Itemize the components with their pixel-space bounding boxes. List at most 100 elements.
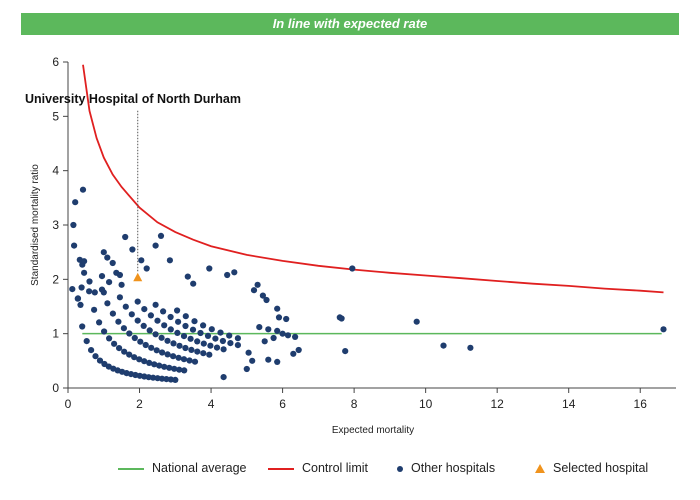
y-axis-label: Standardised mortality ratio [30, 164, 41, 286]
hospital-point [194, 348, 201, 355]
hospital-point [206, 265, 213, 272]
hospital-point [164, 337, 171, 344]
legend-label: Control limit [302, 461, 368, 475]
hospital-point [86, 278, 93, 285]
y-tick-label: 2 [52, 272, 59, 286]
control-limit-path [82, 64, 664, 294]
hospital-point [147, 312, 154, 319]
hospital-point [191, 318, 198, 325]
status-banner: In line with expected rate [21, 13, 679, 35]
hospital-point [172, 376, 179, 383]
hospital-point [182, 322, 189, 330]
y-tick-label: 1 [52, 327, 59, 341]
hospital-point [109, 259, 116, 267]
hospital-point [279, 330, 286, 337]
legend-item-control-limit: Control limit [268, 458, 368, 478]
legend-label: National average [152, 461, 247, 475]
hospital-point [440, 342, 447, 349]
legend-triangle-symbol [535, 464, 545, 474]
y-tick-label: 0 [52, 381, 59, 395]
hospital-point [190, 280, 197, 287]
hospital-point [156, 362, 163, 369]
hospital-point [120, 325, 127, 332]
hospital-point [163, 376, 170, 383]
hospital-point [96, 319, 103, 326]
y-tick-label: 4 [52, 164, 59, 178]
hospital-point [141, 306, 148, 313]
hospital-point [111, 340, 118, 347]
hospital-point [81, 258, 88, 265]
hospital-point [98, 273, 106, 280]
hospital-point [176, 366, 183, 373]
hospital-point [146, 327, 153, 334]
hospital-point [142, 341, 149, 349]
y-tick-label: 6 [52, 55, 59, 69]
hospital-point [204, 332, 212, 339]
other-hospitals-points [69, 186, 667, 383]
hospital-point [176, 342, 183, 349]
hospital-point [159, 349, 166, 356]
hospital-point [186, 357, 193, 364]
hospital-point [170, 340, 177, 347]
hospital-point [226, 332, 233, 339]
hospital-point [91, 289, 98, 296]
hospital-point [70, 221, 77, 229]
hospital-point [217, 329, 224, 336]
x-tick-label: 6 [279, 397, 286, 411]
hospital-point [83, 338, 90, 345]
hospital-point [184, 273, 191, 280]
hospital-point [152, 331, 159, 338]
hospital-point [106, 279, 113, 286]
x-tick-label: 2 [136, 397, 143, 411]
hospital-point [208, 326, 215, 333]
hospital-point [138, 257, 145, 264]
legend: National average Control limit Other hos… [0, 458, 700, 478]
hospital-point [157, 232, 165, 239]
hospital-point [220, 374, 227, 381]
hospital-point [137, 338, 144, 345]
hospital-point [189, 326, 197, 333]
legend-label: Other hospitals [411, 461, 496, 475]
hospital-point [116, 271, 123, 279]
hospital-point [79, 323, 86, 330]
hospital-point [129, 246, 136, 253]
hospital-point [245, 349, 252, 356]
hospital-point [118, 281, 125, 288]
hospital-point [104, 300, 111, 307]
hospital-point [212, 335, 219, 342]
hospital-point [116, 345, 123, 352]
x-tick-label: 16 [634, 397, 648, 411]
hospital-point [79, 186, 87, 193]
hospital-point [69, 286, 76, 293]
hospital-point [161, 363, 168, 370]
hospital-point [126, 351, 133, 358]
hospital-point [660, 326, 667, 333]
hospital-point [275, 314, 283, 321]
selected-hospital-group: University Hospital of North Durham [25, 92, 241, 282]
hospital-point [152, 242, 159, 249]
x-tick-label: 4 [208, 397, 215, 411]
hospital-point [250, 287, 258, 294]
hospital-point [160, 308, 167, 315]
hospital-point [174, 307, 181, 314]
hospital-point [263, 296, 270, 304]
hospital-point [274, 327, 281, 334]
hospital-point [167, 326, 174, 333]
hospital-point [256, 324, 263, 331]
hospital-point [104, 254, 111, 261]
hospital-point [174, 329, 181, 336]
hospital-point [143, 265, 150, 272]
hospital-point [467, 344, 474, 351]
hospital-point [154, 317, 161, 324]
hospital-point [96, 357, 104, 364]
x-tick-label: 8 [351, 397, 358, 411]
hospital-point [134, 298, 141, 305]
hospital-point [74, 295, 81, 302]
hospital-point [92, 353, 99, 360]
y-tick-label: 5 [52, 109, 59, 123]
hospital-point [115, 318, 122, 325]
hospital-point [101, 328, 108, 335]
hospital-point [170, 353, 177, 360]
